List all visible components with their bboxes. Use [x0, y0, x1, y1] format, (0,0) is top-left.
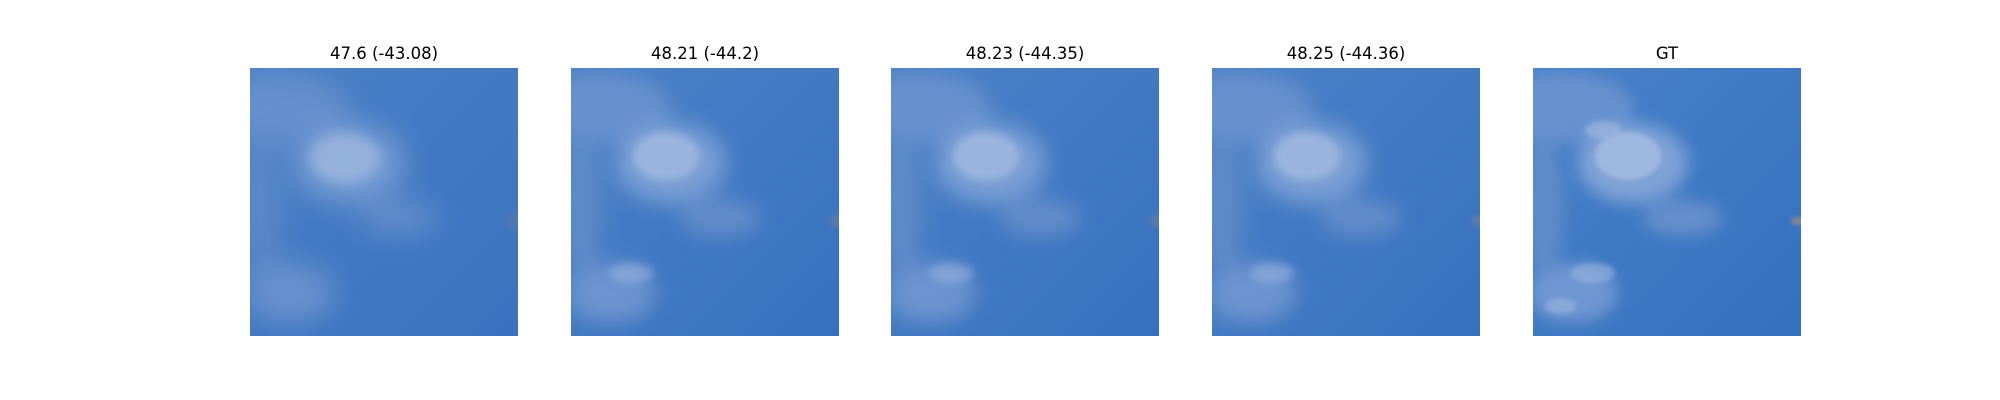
- panel-image: [891, 68, 1159, 336]
- panel-image: [1212, 68, 1480, 336]
- panel-title: 47.6 (-43.08): [329, 44, 439, 63]
- panel-image: [571, 68, 839, 336]
- sky-image: [1533, 68, 1801, 336]
- sky-image: [891, 68, 1159, 336]
- panel-5: GT: [1533, 0, 1801, 400]
- panel-title: GT: [1655, 44, 1679, 63]
- sky-image: [571, 68, 839, 336]
- panel-title: 48.21 (-44.2): [650, 44, 760, 63]
- panel-image: [1533, 68, 1801, 336]
- panel-image: [250, 68, 518, 336]
- panel-4: 48.25 (-44.36): [1212, 0, 1480, 400]
- panel-1: 47.6 (-43.08): [250, 0, 518, 400]
- panel-3: 48.23 (-44.35): [891, 0, 1159, 400]
- panel-title: 48.23 (-44.35): [965, 44, 1085, 63]
- sky-image: [250, 68, 518, 336]
- panel-title: 48.25 (-44.36): [1286, 44, 1406, 63]
- sky-image: [1212, 68, 1480, 336]
- panel-2: 48.21 (-44.2): [571, 0, 839, 400]
